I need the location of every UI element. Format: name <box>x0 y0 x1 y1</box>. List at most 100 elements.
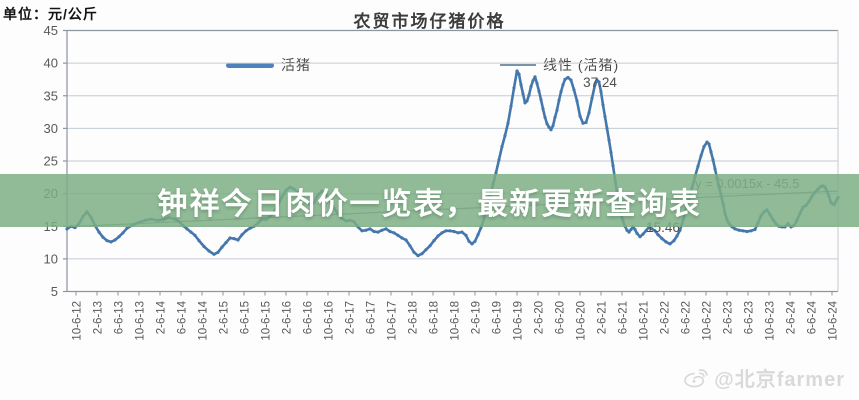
y-axis-tick-label: 30 <box>44 121 58 136</box>
y-axis-tick-label: 10 <box>44 251 58 266</box>
series-point-marker <box>512 86 516 90</box>
series-point-marker <box>609 150 613 155</box>
series-point-marker <box>597 80 601 84</box>
x-axis-tick-label: 10-6-13 <box>135 301 147 341</box>
y-axis-tick-label: 25 <box>44 154 58 169</box>
x-axis-tick-label: 6-6-19 <box>492 301 504 334</box>
x-axis-tick-label: 2-6-16 <box>282 301 294 334</box>
series-point-marker <box>638 235 642 239</box>
series-point-marker <box>424 248 428 252</box>
series-point-marker <box>207 249 211 253</box>
series-point-marker <box>189 230 193 234</box>
series-point-marker <box>464 233 468 237</box>
x-axis-tick-label: 2-6-13 <box>93 301 105 334</box>
series-point-marker <box>551 124 555 128</box>
x-axis-tick-label: 6-6-15 <box>240 301 252 334</box>
series-point-marker <box>641 232 645 236</box>
series-point-marker <box>428 244 432 248</box>
series-point-marker <box>400 236 404 240</box>
series-point-marker <box>412 250 416 254</box>
series-point-marker <box>678 228 682 232</box>
series-point-marker <box>460 230 464 234</box>
series-point-marker <box>527 93 531 97</box>
series-point-marker <box>541 107 545 111</box>
series-point-marker <box>364 228 368 232</box>
series-point-marker <box>185 227 189 231</box>
series-point-marker <box>65 227 69 231</box>
series-point-marker <box>388 229 392 234</box>
x-axis-tick-label: 10-6-24 <box>828 300 840 340</box>
overlay-headline-text: 钟祥今日肉价一览表，最新更新查询表 <box>157 187 702 221</box>
series-point-marker <box>452 229 456 234</box>
x-axis-tick-label: 10-6-22 <box>702 301 714 341</box>
series-point-marker <box>531 79 535 83</box>
series-point-marker <box>470 242 474 246</box>
x-axis-tick-label: 2-6-17 <box>345 301 357 334</box>
series-point-marker <box>384 227 388 231</box>
series-point-marker <box>555 108 559 112</box>
series-point-marker <box>547 125 551 129</box>
series-point-marker <box>444 229 448 233</box>
series-point-marker <box>248 226 252 230</box>
series-point-marker <box>236 238 240 242</box>
series-point-marker <box>529 85 533 89</box>
series-point-marker <box>605 126 609 130</box>
series-point-marker <box>675 234 679 238</box>
series-point-marker <box>584 120 588 125</box>
series-point-marker <box>360 229 364 233</box>
series-point-marker <box>664 240 668 244</box>
x-axis-tick-label: 10-6-21 <box>639 301 651 341</box>
series-point-marker <box>240 233 244 237</box>
x-axis-tick-label: 2-6-20 <box>534 301 546 334</box>
series-point-marker <box>633 227 637 232</box>
series-point-marker <box>125 226 129 230</box>
series-point-marker <box>696 164 700 168</box>
x-axis-tick-label: 2-6-22 <box>660 301 672 334</box>
series-point-marker <box>557 98 561 102</box>
series-point-marker <box>117 235 121 239</box>
series-point-marker <box>656 233 660 237</box>
series-point-marker <box>660 237 664 241</box>
series-point-marker <box>587 111 591 115</box>
x-axis-tick-label: 10-6-16 <box>324 301 336 341</box>
series-point-marker <box>593 83 597 87</box>
data-point-annotation: 37.24 <box>583 75 617 90</box>
series-point-marker <box>456 231 460 235</box>
series-point-marker <box>699 154 703 158</box>
x-axis-tick-label: 2-6-14 <box>156 300 168 334</box>
series-point-marker <box>753 227 757 232</box>
x-axis-tick-label: 6-6-21 <box>618 301 630 334</box>
series-point-marker <box>494 171 498 175</box>
weibo-eye-icon <box>684 368 708 387</box>
x-axis-tick-label: 6-6-20 <box>555 301 567 334</box>
series-point-marker <box>559 90 563 94</box>
series-point-marker <box>224 241 228 245</box>
legend-item-live-pig[interactable]: 活猪 <box>226 56 311 74</box>
unit-label: 单位：元/公斤 <box>3 6 98 22</box>
series-point-marker <box>368 227 372 231</box>
x-axis-tick-label: 10-6-17 <box>387 301 399 341</box>
series-point-marker <box>476 233 480 237</box>
series-point-marker <box>707 142 711 146</box>
series-point-marker <box>733 227 737 231</box>
watermark-text: @北京farmer <box>714 369 845 391</box>
y-axis-tick-label: 40 <box>44 56 58 71</box>
series-point-marker <box>97 230 101 234</box>
series-point-marker <box>509 104 513 108</box>
legend-item-linear-trend[interactable]: 线性 (活猪) <box>500 56 619 74</box>
series-point-marker <box>539 98 543 102</box>
series-point-marker <box>572 88 576 92</box>
series-point-marker <box>408 244 412 248</box>
series-point-marker <box>595 78 599 82</box>
x-axis-tick-label: 6-6-17 <box>366 301 378 334</box>
series-point-marker <box>436 234 440 238</box>
x-axis-tick-label: 6-6-13 <box>114 301 126 334</box>
series-point-marker <box>473 239 477 243</box>
series-point-marker <box>569 78 573 82</box>
x-axis-tick-label: 2-6-18 <box>408 301 420 334</box>
legend-label-live-pig: 活猪 <box>281 57 311 73</box>
series-point-marker <box>672 239 676 243</box>
series-point-marker <box>396 233 400 237</box>
series-point-marker <box>523 101 527 105</box>
series-point-marker <box>232 237 236 241</box>
